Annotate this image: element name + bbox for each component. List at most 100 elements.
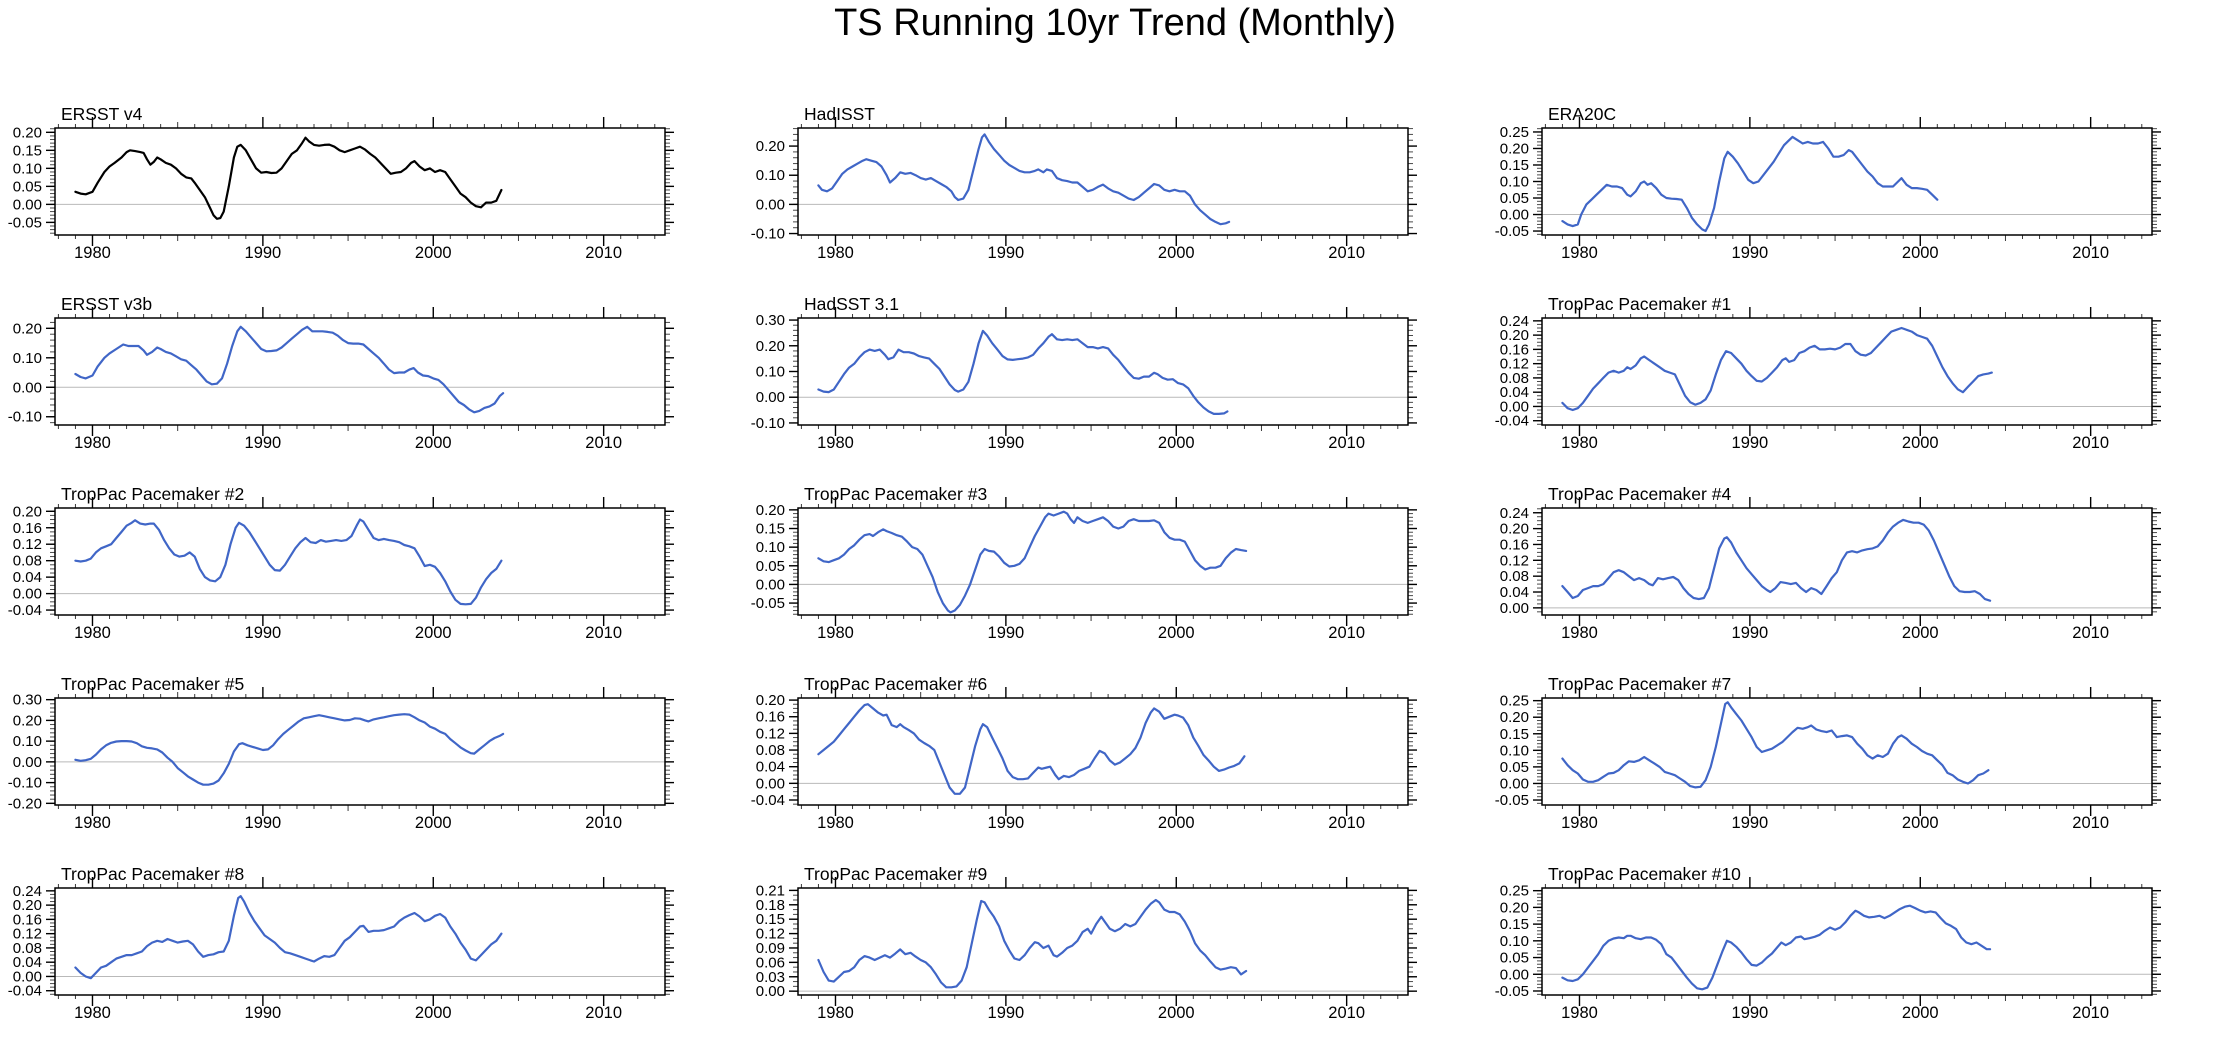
x-axis-tick-label: 1990 <box>1731 814 1768 832</box>
y-axis-tick-label: 0.20 <box>756 338 785 355</box>
y-axis-tick-label: 0.00 <box>756 196 785 213</box>
plot-box <box>797 887 1410 996</box>
panel-ersst-v3b: 0.20 0.10 0.00 -0.10 1980 1990 2000 2010 ERSST v… <box>0 280 743 470</box>
y-axis-tick-label: -0.04 <box>751 792 785 809</box>
panel-title: TropPac Pacemaker #5 <box>61 674 244 694</box>
panel-plot: 0.250.200.150.100.050.00-0.05 1980 1990 200… <box>1494 864 2161 1022</box>
x-axis-tick-label: 1980 <box>74 624 111 642</box>
panel-title: ERSST v4 <box>61 104 143 124</box>
x-axis-tick-label: 1980 <box>1561 244 1598 262</box>
y-axis-tick-label: 0.20 <box>13 320 42 337</box>
plot-box <box>1540 887 2153 996</box>
panel-troppac-pacemaker-7: 0.25 0.20 0.15 0.10 0.05 0.00 -0.05 1980 1990 200… <box>1487 660 2230 850</box>
y-axis-tick-label: 0.25 <box>1499 693 1528 710</box>
panel-title: TropPac Pacemaker #6 <box>804 674 987 694</box>
panel-hadisst: 0.20 0.10 0.00 -0.10 1980 1990 2000 2010 HadISST <box>743 90 1486 280</box>
y-axis-tick-label: 0.00 <box>13 379 42 396</box>
panel-troppac-pacemaker-5: 0.30 0.20 0.10 0.00 -0.10 -0.20 1980 1990 2000 20… <box>0 660 743 850</box>
y-axis-tick-label: 0.00 <box>1499 207 1528 224</box>
y-axis-tick-label: 0.20 <box>756 692 785 709</box>
x-axis-tick-label: 1990 <box>988 434 1025 452</box>
x-axis-tick-label: 1990 <box>1731 244 1768 262</box>
x-axis-tick-label: 2010 <box>585 624 622 642</box>
panel-troppac-pacemaker-8: 0.24 0.20 0.16 0.12 0.08 0.04 0.00 -0.04 1980 199… <box>0 850 743 1040</box>
y-axis-tick-label: 0.05 <box>1499 759 1528 776</box>
y-axis-tick-label: 0.00 <box>13 754 42 771</box>
y-axis-tick-label: 0.00 <box>1499 398 1528 415</box>
panels-grid: 0.20 0.15 0.10 0.05 0.00 -0.05 1980 1990 2000 201… <box>0 90 2230 1022</box>
x-axis-tick-label: 1990 <box>988 1004 1025 1022</box>
x-axis-tick-label: 2000 <box>415 244 452 262</box>
x-axis-tick-label: 2000 <box>1902 624 1939 642</box>
plot-box <box>1540 507 2153 616</box>
y-axis-tick-label: 0.20 <box>13 124 42 141</box>
panel-troppac-pacemaker-4: 0.24 0.20 0.16 0.12 0.08 0.04 0.00 1980 1990 2000… <box>1487 470 2230 660</box>
y-axis-tick-label: 0.08 <box>13 553 42 570</box>
x-axis-tick-label: 2000 <box>415 624 452 642</box>
y-axis-tick-label: 0.04 <box>756 759 785 776</box>
y-axis-tick-label: 0.20 <box>1499 327 1528 344</box>
y-axis-tick-label: 0.16 <box>756 709 785 726</box>
y-axis-tick-label: 0.05 <box>1499 190 1528 207</box>
x-axis-tick-label: 1980 <box>1561 624 1598 642</box>
panel-title: TropPac Pacemaker #10 <box>1548 864 1741 884</box>
y-axis-tick-label: 0.20 <box>1499 521 1528 538</box>
chart-title: TS Running 10yr Trend (Monthly) <box>834 2 1396 44</box>
trend-line-troppac-pacemaker-7 <box>1560 701 1990 789</box>
plot-box <box>1540 317 2153 426</box>
y-axis-tick-label: 0.06 <box>756 954 785 971</box>
y-axis-tick-label: 0.04 <box>1499 384 1528 401</box>
x-axis-tick-label: 2000 <box>1902 814 1939 832</box>
plot-box <box>797 317 1410 426</box>
plot-box <box>54 317 666 426</box>
y-axis-tick-label: -0.10 <box>751 226 785 243</box>
x-axis-tick-label: 2010 <box>585 814 622 832</box>
x-axis-tick-label: 2000 <box>1158 434 1195 452</box>
y-axis-tick-label: 0.10 <box>13 350 42 367</box>
panel-title: TropPac Pacemaker #3 <box>804 484 987 504</box>
panel-troppac-pacemaker-3: 0.20 0.15 0.10 0.05 0.00 -0.05 1980 1990 2000 201… <box>743 470 1486 660</box>
panel-plot: 0.20 0.150.10 0.050.00 -0.05 1980 1990 2000 201… <box>751 484 1418 642</box>
panel-plot: 0.30 0.20 0.10 0.00 -0.10 1980 1990 2000 2010 Had… <box>751 294 1418 452</box>
y-axis-tick-label: 0.05 <box>1499 950 1528 967</box>
y-axis-tick-label: 0.09 <box>756 940 785 957</box>
y-axis-tick-label: 0.25 <box>1499 124 1528 141</box>
y-axis-tick-label: -0.04 <box>8 602 42 619</box>
x-axis-tick-label: 2000 <box>1902 1004 1939 1022</box>
y-axis-tick-label: 0.30 <box>756 312 785 329</box>
y-axis-tick-label: 0.04 <box>1499 584 1528 601</box>
x-axis-tick-label: 2010 <box>2072 1004 2109 1022</box>
panel-troppac-pacemaker-6: 0.20 0.16 0.12 0.08 0.04 0.00 -0.04 1980 1990 200… <box>743 660 1486 850</box>
plot-box <box>797 697 1410 806</box>
x-axis-tick-label: 2010 <box>2072 434 2109 452</box>
y-axis-tick-label: 0.15 <box>13 142 42 159</box>
x-axis-tick-label: 2000 <box>1902 434 1939 452</box>
x-axis-tick-label: 2010 <box>585 244 622 262</box>
panel-title: TropPac Pacemaker #9 <box>804 864 987 884</box>
x-axis-tick-label: 1990 <box>245 624 282 642</box>
plot-box <box>54 127 666 236</box>
y-axis-tick-label: 0.16 <box>13 911 42 928</box>
y-axis-tick-label: 0.16 <box>13 520 42 537</box>
plot-box <box>1540 127 2153 236</box>
y-axis-tick-label: 0.20 <box>756 502 785 519</box>
plot-box <box>797 507 1410 616</box>
panel-plot: 0.200.160.120.080.040.00-0.04 1980 1990 200… <box>8 484 674 642</box>
trend-line-ersst-v3b <box>74 325 505 414</box>
y-axis-tick-label: -0.05 <box>751 595 785 612</box>
x-axis-tick-label: 1980 <box>817 1004 854 1022</box>
trend-line-hadsst-3-1 <box>817 329 1229 415</box>
x-axis-tick-label: 1990 <box>988 624 1025 642</box>
y-axis-tick-label: 0.10 <box>13 733 42 750</box>
y-axis-tick-label: -0.04 <box>8 983 42 1000</box>
y-axis-tick-label: 0.03 <box>756 969 785 986</box>
x-axis-tick-label: 2010 <box>2072 814 2109 832</box>
y-axis-tick-label: 0.08 <box>756 742 785 759</box>
panel-troppac-pacemaker-2: 0.20 0.16 0.12 0.08 0.04 0.00 -0.04 1980 1990 200… <box>0 470 743 660</box>
x-axis-tick-label: 1990 <box>1731 1004 1768 1022</box>
y-axis-tick-label: 0.15 <box>1499 916 1528 933</box>
panel-title: HadISST <box>804 104 875 124</box>
x-axis-tick-label: 2000 <box>1158 244 1195 262</box>
x-axis-tick-label: 2010 <box>1329 814 1366 832</box>
panel-plot: 0.200.160.120.080.040.00-0.04 1980 1990 200… <box>751 674 1418 832</box>
